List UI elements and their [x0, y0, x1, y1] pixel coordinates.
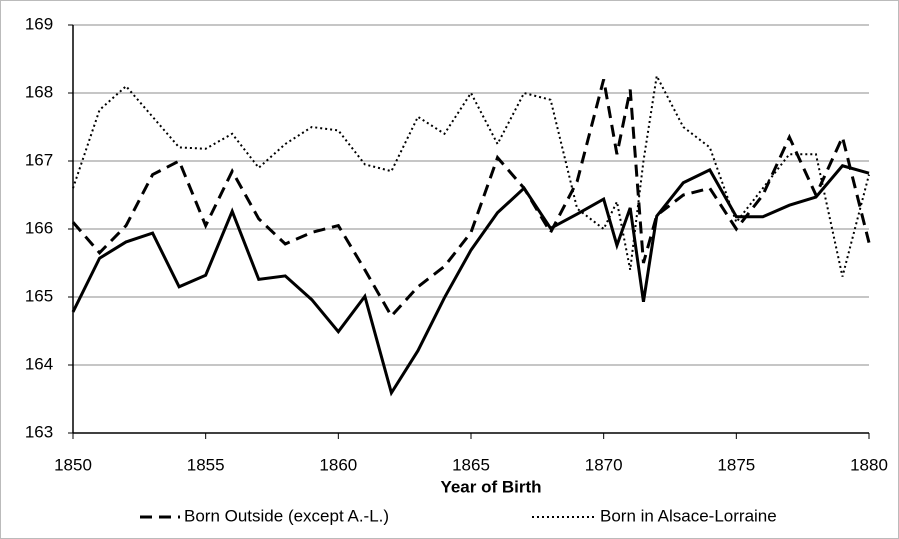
legend-label: Born Outside (except A.-L.)	[184, 506, 389, 525]
x-tick-label: 1860	[319, 455, 357, 474]
series-line	[71, 164, 870, 397]
y-tick-label: 165	[25, 286, 53, 305]
x-tick-label: 1855	[187, 455, 225, 474]
y-tick-label: 166	[25, 218, 53, 237]
x-tick-label: 1850	[54, 455, 92, 474]
series-line	[72, 72, 870, 277]
legend-label: Born in Alsace-Lorraine	[600, 506, 777, 525]
y-tick-label: 164	[25, 354, 53, 373]
x-tick-label: 1880	[850, 455, 888, 474]
x-tick-label: 1865	[452, 455, 490, 474]
y-tick-label: 169	[25, 14, 53, 33]
y-tick-label: 167	[25, 150, 53, 169]
series-line	[71, 79, 871, 319]
y-tick-label: 163	[25, 422, 53, 441]
x-tick-label: 1870	[585, 455, 623, 474]
x-axis-label: Year of Birth	[440, 477, 541, 496]
x-tick-label: 1875	[717, 455, 755, 474]
y-tick-label: 168	[25, 82, 53, 101]
